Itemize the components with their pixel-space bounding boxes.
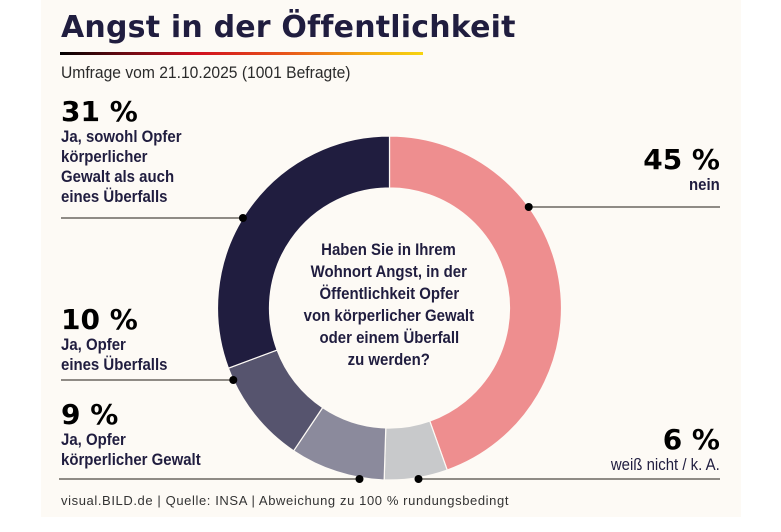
value-label: 45 % — [643, 143, 720, 176]
donut-slice-beides — [216, 135, 391, 369]
label-weiss-nicht: 6 % weiß nicht / k. A. — [596, 425, 720, 475]
category-label: weiß nicht / k. A. — [611, 455, 720, 475]
chart-subtitle: Umfrage vom 21.10.2025 (1001 Befragte) — [61, 63, 351, 82]
center-question-line: von körperlicher Gewalt — [303, 306, 475, 325]
value-label: 6 % — [662, 423, 720, 456]
chart-title: Angst in der Öffentlichkeit — [61, 10, 516, 45]
leader-dot-beides — [238, 214, 247, 222]
value-label: 9 % — [61, 398, 119, 431]
leader-dot-weiss_nicht — [414, 475, 423, 483]
category-label-line: eines Überfalls — [61, 187, 168, 206]
center-question-line: Wohnort Angst, in der — [310, 262, 468, 281]
category-label-line: körperlicher — [61, 147, 148, 166]
category-label: Ja, sowohl Opfer körperlicher Gewalt als… — [61, 127, 182, 207]
category-label-line: Ja, sowohl Opfer — [61, 127, 182, 146]
leader-dot-nein — [524, 203, 533, 211]
label-opfer-gewalt: 9 % Ja, Opfer körperlicher Gewalt — [61, 400, 220, 470]
category-label: nein — [652, 175, 720, 195]
category-label-line: körperlicher Gewalt — [61, 450, 201, 469]
title-gradient-underline — [60, 52, 423, 55]
category-label: Ja, Opfer körperlicher Gewalt — [61, 430, 201, 470]
category-label-line: eines Überfalls — [61, 355, 168, 374]
category-label-line: weiß nicht / k. A. — [611, 455, 720, 474]
category-label-line: Gewalt als auch — [61, 167, 175, 186]
center-question: Haben Sie in Ihrem Wohnort Angst, in der… — [289, 239, 489, 371]
donut-slice-nein — [388, 135, 563, 471]
label-opfer-ueberfall: 10 % Ja, Opfer eines Überfalls — [61, 305, 182, 375]
label-beides: 31 % Ja, sowohl Opfer körperlicher Gewal… — [61, 97, 198, 207]
category-label-line: Ja, Opfer — [61, 430, 126, 449]
category-label: Ja, Opfer eines Überfalls — [61, 335, 167, 375]
value-label: 10 % — [61, 303, 138, 336]
value-label: 31 % — [61, 95, 138, 128]
center-question-line: Haben Sie in Ihrem — [321, 240, 457, 259]
center-question-line: oder einem Überfall — [319, 328, 459, 347]
category-label-line: nein — [689, 175, 720, 194]
category-label-line: Ja, Opfer — [61, 335, 126, 354]
center-question-line: zu werden? — [347, 350, 431, 369]
leader-dot-opfer_gewalt — [355, 475, 364, 483]
label-nein: 45 % nein — [643, 145, 720, 195]
center-question-line: Öffentlichkeit Opfer — [319, 284, 459, 303]
source-footer: visual.BILD.de | Quelle: INSA | Abweichu… — [61, 493, 510, 508]
leader-dot-opfer_ueberfall — [229, 376, 238, 384]
